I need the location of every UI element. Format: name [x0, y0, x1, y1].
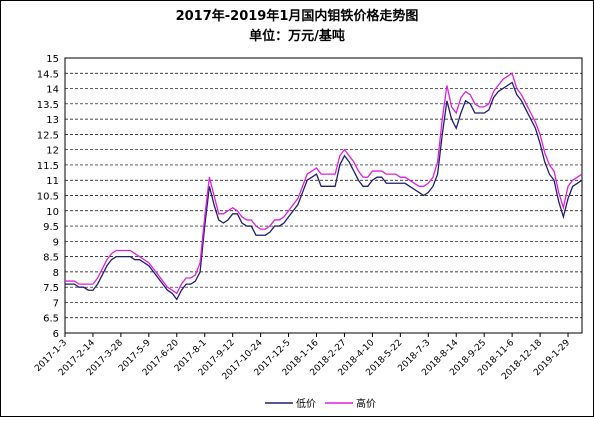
y-tick-label: 15	[46, 54, 59, 65]
series-line	[65, 81, 583, 301]
y-tick-label: 11.5	[37, 161, 59, 172]
series-line	[65, 72, 583, 295]
y-tick-label: 9	[53, 237, 59, 248]
y-tick-label: 14.5	[37, 69, 59, 80]
y-tick-label: 8	[53, 268, 59, 279]
legend-label: 低价	[296, 397, 316, 410]
y-tick-label: 9.5	[43, 222, 59, 233]
y-tick-label: 6.5	[43, 314, 59, 325]
y-tick-label: 7.5	[43, 283, 59, 294]
y-tick-label: 13.5	[37, 100, 59, 111]
y-tick-label: 12.5	[37, 130, 59, 141]
y-tick-label: 10.5	[37, 192, 59, 203]
y-tick-label: 8.5	[43, 253, 59, 264]
y-tick-label: 6	[53, 329, 59, 340]
y-tick-label: 13	[46, 115, 59, 126]
y-tick-label: 10	[46, 207, 59, 218]
chart-subtitle: 单位：万元/基吨	[249, 28, 345, 44]
legend-label: 高价	[356, 397, 376, 410]
chart-title: 2017年-2019年1月国内钼铁价格走势图	[176, 8, 419, 24]
y-tick-label: 12	[46, 146, 59, 157]
y-tick-label: 14	[46, 85, 59, 96]
y-tick-label: 7	[53, 298, 59, 309]
y-tick-label: 11	[46, 176, 59, 187]
